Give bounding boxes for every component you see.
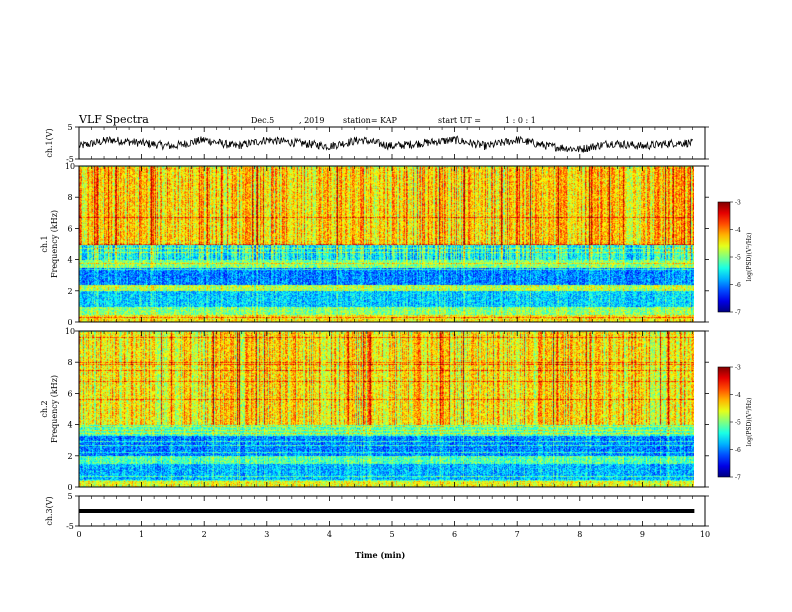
y-tick-label: 4: [67, 256, 72, 265]
spectrogram-ch2: [79, 331, 694, 487]
colorbar-tick-label: -4: [735, 392, 741, 399]
spectrogram-channel-label: ch.1: [40, 235, 49, 252]
y-tick-label: -5: [66, 522, 74, 531]
x-tick-label: 3: [264, 530, 269, 539]
colorbar-label: log(PSD)(V²/Hz): [746, 233, 753, 282]
y-tick-label: 0: [67, 318, 72, 327]
x-tick-label: 2: [202, 530, 207, 539]
start-ut-label: start UT =: [438, 116, 481, 125]
y-tick-label: 2: [67, 287, 72, 296]
colorbar-tick-label: -7: [735, 310, 741, 317]
x-tick-label: 5: [389, 530, 394, 539]
ch1-waveform-ylabel: ch.1(V): [45, 128, 54, 157]
colorbar-tick-label: -3: [735, 365, 741, 372]
colorbar-label: log(PSD)(V²/Hz): [746, 398, 753, 447]
x-tick-label: 7: [515, 530, 520, 539]
x-tick-label: 4: [327, 530, 332, 539]
x-tick-label: 8: [577, 530, 582, 539]
colorbar: [717, 366, 731, 478]
spectrogram-ch1: [79, 166, 694, 322]
y-tick-label: 8: [67, 358, 72, 367]
spectrogram-channel-label: ch.2: [40, 400, 49, 417]
y-tick-label: 6: [67, 224, 72, 233]
ch3-waveform-ylabel: ch.3(V): [45, 496, 54, 525]
x-tick-label: 1: [139, 530, 144, 539]
y-tick-label: 2: [67, 452, 72, 461]
start-ut-value: 1 : 0 : 1: [505, 116, 536, 125]
y-tick-label: 6: [67, 389, 72, 398]
colorbar-tick-label: -7: [735, 475, 741, 482]
y-tick-label: 0: [67, 483, 72, 492]
x-tick-label: 6: [452, 530, 457, 539]
colorbar-tick-label: -6: [735, 447, 741, 454]
x-axis-label: Time (min): [355, 550, 406, 560]
x-tick-label: 0: [76, 530, 81, 539]
colorbar-tick-label: -5: [735, 255, 741, 262]
colorbar-tick-label: -4: [735, 227, 741, 234]
ch1-waveform-line: [78, 135, 693, 153]
y-tick-label: -5: [66, 155, 74, 164]
colorbar-tick-label: -3: [735, 200, 741, 207]
colorbar-tick-label: -5: [735, 420, 741, 427]
colorbar-tick-label: -6: [735, 282, 741, 289]
frequency-axis-label: Frequency (kHz): [50, 375, 59, 443]
colorbar: [717, 201, 731, 313]
figure-title: VLF Spectra: [79, 113, 149, 126]
y-tick-label: 5: [67, 492, 72, 501]
y-tick-label: 8: [67, 193, 72, 202]
year-label: , 2019: [299, 116, 325, 125]
x-tick-label: 9: [640, 530, 645, 539]
y-tick-label: 4: [67, 421, 72, 430]
y-tick-label: 10: [65, 327, 75, 336]
frequency-axis-label: Frequency (kHz): [50, 210, 59, 278]
date-label: Dec.5: [251, 116, 275, 125]
x-tick-label: 10: [700, 530, 710, 539]
y-tick-label: 10: [65, 162, 75, 171]
y-tick-label: 5: [67, 123, 72, 132]
station-label: station= KAP: [343, 116, 397, 125]
